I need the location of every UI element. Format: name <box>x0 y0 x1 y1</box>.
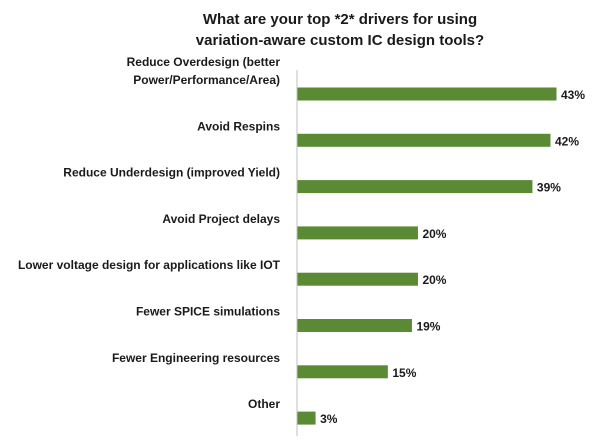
category-label-7: Fewer Engineering resources <box>112 351 280 365</box>
category-label-2: Avoid Respins <box>197 119 280 133</box>
category-label-6: Fewer SPICE simulations <box>136 305 280 319</box>
data-label-6: 19% <box>416 320 440 334</box>
category-label-3: Reduce Underdesign (improved Yield) <box>63 166 280 180</box>
bar-6 <box>297 319 412 332</box>
bar-3 <box>297 180 533 194</box>
chart-title-line-1: What are your top *2* drivers for using <box>202 11 478 28</box>
data-label-2: 42% <box>555 134 579 148</box>
bar-5 <box>297 272 418 286</box>
bar-2 <box>297 133 551 147</box>
bar-8 <box>297 411 316 425</box>
category-label-1-line-2: Power/Performance/Area) <box>133 73 280 87</box>
category-label-5: Lower voltage design for applications li… <box>18 258 281 272</box>
data-label-8: 3% <box>320 412 338 426</box>
data-label-7: 15% <box>392 366 416 380</box>
bar-7 <box>297 365 388 379</box>
category-label-8: Other <box>248 397 280 411</box>
data-label-4: 20% <box>422 227 446 241</box>
data-label-1: 43% <box>561 88 585 102</box>
data-label-3: 39% <box>537 181 561 195</box>
chart-title-line-2: variation-aware custom IC design tools? <box>195 32 485 49</box>
data-label-5: 20% <box>422 273 446 287</box>
bar-1 <box>297 87 557 101</box>
category-label-4: Avoid Project delays <box>162 212 280 226</box>
bar-4 <box>297 226 418 240</box>
category-label-1-line-1: Reduce Overdesign (better <box>127 55 281 69</box>
